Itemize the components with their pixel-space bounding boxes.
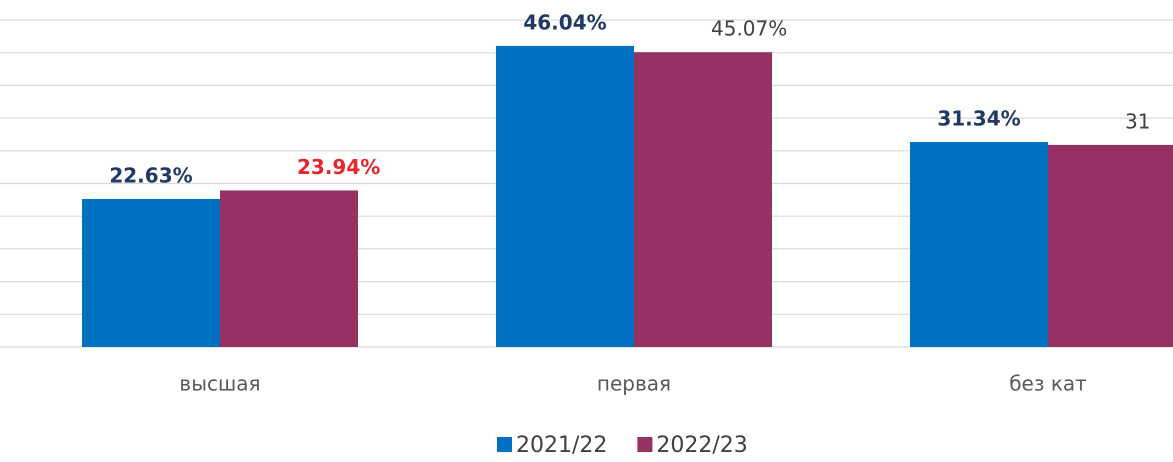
bar — [634, 52, 772, 348]
data-label: 22.63% — [109, 163, 192, 187]
legend-label: 2022/23 — [656, 433, 747, 458]
data-label: 45.07% — [711, 17, 787, 41]
bar — [220, 190, 358, 347]
bar — [496, 45, 634, 347]
legend-label: 2021/22 — [516, 433, 607, 458]
legend-swatch — [497, 437, 512, 452]
data-label: 31 — [1125, 109, 1150, 133]
bar — [1048, 144, 1173, 347]
data-label: 31.34% — [937, 107, 1020, 131]
bar — [82, 198, 220, 347]
data-label: 46.04% — [523, 10, 606, 34]
legend-swatch — [637, 437, 653, 452]
x-tick-label: высшая — [179, 372, 260, 396]
bar — [910, 142, 1048, 347]
x-tick-label: без кат — [1009, 372, 1087, 396]
data-label: 23.94% — [297, 155, 380, 179]
x-tick-label: первая — [597, 372, 671, 396]
